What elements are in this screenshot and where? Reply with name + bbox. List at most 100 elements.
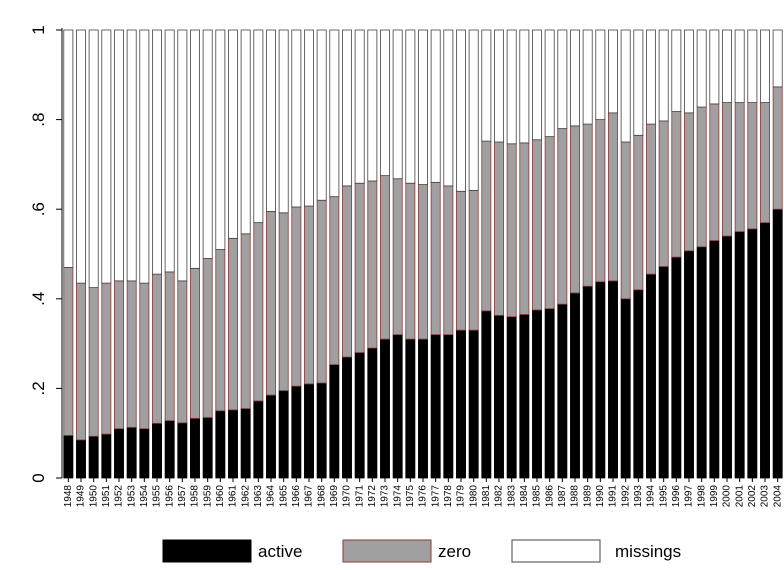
- bar-segment: [202, 29, 213, 259]
- bar-segment: [164, 271, 175, 422]
- bar-segment: [101, 282, 112, 435]
- x-tick-label: 1996: [671, 485, 682, 508]
- bar-segment: [354, 29, 365, 184]
- x-tick-label: 1984: [519, 485, 530, 508]
- x-tick-label: 1985: [532, 485, 543, 508]
- bar-segment: [253, 400, 264, 479]
- bar-segment: [177, 280, 188, 424]
- bar-segment: [114, 280, 124, 430]
- bar-segment: [557, 303, 568, 479]
- bar-segment: [126, 29, 137, 282]
- x-tick-label: 1980: [468, 485, 479, 508]
- bar-segment: [354, 352, 365, 479]
- bar-segment: [684, 112, 694, 252]
- bar-segment: [734, 29, 745, 103]
- bar-segment: [63, 435, 74, 479]
- bar-segment: [684, 250, 694, 479]
- bar-segment: [772, 29, 783, 88]
- x-tick-label: 1971: [354, 485, 365, 508]
- bar-segment: [392, 178, 403, 336]
- x-tick-label: 1968: [316, 485, 327, 508]
- bar-segment: [304, 205, 314, 385]
- x-tick-label: 1978: [443, 485, 454, 508]
- bar-segment: [266, 394, 276, 479]
- bar-segment: [88, 435, 99, 479]
- bar-segment: [228, 237, 238, 411]
- bar-segment: [215, 410, 226, 479]
- bar-segment: [316, 29, 327, 201]
- x-tick-label: 1993: [633, 485, 644, 508]
- bar-segment: [240, 29, 251, 235]
- bar-segment: [114, 428, 124, 479]
- bar-segment: [633, 289, 644, 479]
- bar-segment: [76, 282, 86, 441]
- bar-segment: [481, 310, 492, 479]
- bar-segment: [608, 112, 618, 282]
- x-tick-label: 2001: [734, 485, 745, 508]
- x-tick-label: 1979: [456, 485, 467, 508]
- x-tick-label: 1955: [152, 485, 163, 508]
- bar-segment: [532, 29, 542, 141]
- x-tick-label: 1977: [430, 485, 441, 508]
- bar-segment: [430, 334, 441, 479]
- bar-segment: [114, 29, 124, 282]
- bar-segment: [760, 102, 770, 224]
- bar-segment: [443, 334, 454, 479]
- x-tick-label: 1997: [684, 485, 695, 508]
- x-tick-label: 1994: [646, 485, 657, 508]
- bar-segment: [291, 29, 302, 208]
- bar-segment: [709, 29, 720, 105]
- bar-segment: [392, 334, 403, 479]
- bar-segment: [557, 128, 568, 305]
- bar-segment: [139, 428, 150, 479]
- x-tick-label: 1964: [266, 485, 277, 508]
- bar-segment: [494, 29, 504, 143]
- bar-segment: [215, 29, 226, 250]
- bar-segment: [760, 29, 770, 103]
- bar-segment: [544, 136, 555, 310]
- x-tick-label: 1981: [481, 485, 492, 508]
- y-tick-label: .4: [29, 292, 48, 306]
- bar-segment: [228, 409, 238, 479]
- y-tick-label: 0: [29, 473, 48, 482]
- bar-segment: [671, 111, 682, 258]
- bar-segment: [620, 298, 631, 479]
- bar-segment: [532, 309, 542, 479]
- bar-segment: [633, 134, 644, 291]
- bar-segment: [722, 102, 732, 237]
- x-tick-label: 1960: [215, 485, 226, 508]
- bar-segment: [747, 29, 758, 103]
- x-tick-label: 1991: [608, 485, 619, 508]
- bar-segment: [620, 29, 631, 143]
- bar-segment: [671, 256, 682, 479]
- x-tick-label: 1967: [304, 485, 315, 508]
- bar-segment: [494, 314, 504, 479]
- x-tick-label: 1953: [126, 485, 137, 508]
- bar-segment: [329, 364, 340, 479]
- bar-segment: [101, 433, 112, 479]
- bar-segment: [76, 29, 86, 284]
- bar-segment: [126, 426, 137, 479]
- bar-segment: [88, 29, 99, 289]
- bar-segment: [544, 29, 555, 138]
- x-tick-label: 1950: [88, 485, 99, 508]
- y-tick-label: .6: [29, 202, 48, 216]
- x-tick-label: 1970: [342, 485, 353, 508]
- bar-segment: [722, 235, 732, 479]
- bar-segment: [380, 338, 390, 479]
- bar-segment: [152, 29, 162, 275]
- x-tick-label: 1988: [570, 485, 581, 508]
- bar-segment: [405, 182, 416, 340]
- bar-segment: [215, 249, 226, 412]
- bar-segment: [266, 211, 276, 396]
- bar-segment: [266, 29, 276, 212]
- x-tick-label: 2003: [760, 485, 771, 508]
- bar-segment: [278, 29, 289, 214]
- bar-segment: [696, 106, 707, 248]
- bar-segment: [646, 273, 656, 479]
- bar-segment: [342, 29, 352, 187]
- x-tick-label: 1959: [202, 485, 213, 508]
- y-tick-label: .8: [29, 113, 48, 127]
- bar-segment: [405, 29, 416, 184]
